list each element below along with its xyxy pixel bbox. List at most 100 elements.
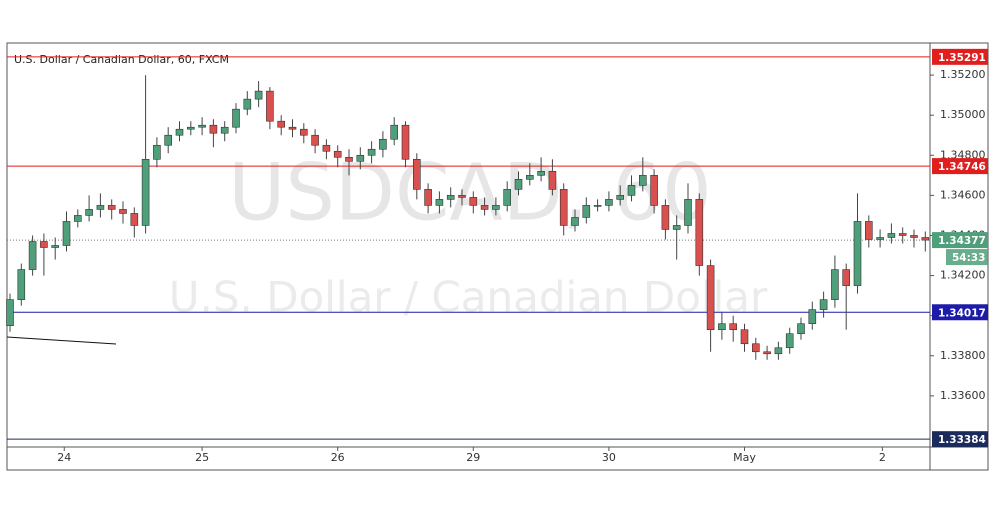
last-price-tag <box>932 232 988 249</box>
candle-body <box>706 265 715 331</box>
candle-body <box>390 124 399 140</box>
candle-body <box>435 199 444 206</box>
candle-body <box>220 126 229 134</box>
candle-body <box>6 299 14 327</box>
candle-body <box>729 323 738 331</box>
candle-body <box>40 241 48 248</box>
x-tick-label: 26 <box>331 451 345 464</box>
candle-body <box>51 245 60 248</box>
candle-body <box>492 205 500 210</box>
candle-body <box>288 126 297 130</box>
candle-body <box>141 158 150 226</box>
candle-body <box>198 124 206 128</box>
level-tag <box>932 48 988 65</box>
candle-body <box>774 347 783 355</box>
candle-body <box>898 233 907 236</box>
candle-body <box>695 199 704 266</box>
candle-body <box>876 237 884 240</box>
candle-body <box>469 197 478 206</box>
candle-body <box>525 175 534 180</box>
x-tick-label: 29 <box>466 451 480 464</box>
candle-body <box>153 144 161 160</box>
candle-body <box>254 90 263 100</box>
candle-body <box>864 221 873 240</box>
candle-body <box>514 179 523 190</box>
candle-body <box>232 108 240 128</box>
candle-body <box>763 351 771 355</box>
candle-body <box>480 205 489 210</box>
candle-body <box>740 329 749 345</box>
candle-body <box>842 269 851 286</box>
candle-body <box>17 269 26 300</box>
level-tag-label: 1.33384 <box>938 434 986 446</box>
candle-body <box>718 323 726 331</box>
candle-body <box>322 144 331 152</box>
candle-body <box>164 134 172 146</box>
candle-body <box>559 189 568 226</box>
candle-body <box>672 225 681 230</box>
candle-body <box>503 189 512 206</box>
candle-body <box>243 98 252 110</box>
countdown-tag <box>946 249 988 266</box>
candle-body <box>831 269 839 300</box>
candle-body <box>62 221 71 246</box>
candle-body <box>379 138 387 150</box>
level-tag-label: 1.34746 <box>938 161 986 173</box>
candle-body <box>209 124 218 134</box>
candle-body <box>85 209 93 216</box>
candle-body <box>593 205 602 207</box>
candle-body <box>751 343 760 353</box>
trend-line <box>6 336 117 345</box>
candle-body <box>277 120 286 128</box>
x-tick-label: May <box>733 451 756 464</box>
candle-body <box>107 205 116 210</box>
candle-body <box>311 134 319 146</box>
y-tick-label: 1.35200 <box>940 68 986 81</box>
candle-body <box>650 175 658 206</box>
candle-body <box>887 233 896 238</box>
candle-body <box>571 217 579 226</box>
x-tick-label: 25 <box>195 451 209 464</box>
chart-frame <box>6 42 989 471</box>
candle-body <box>684 199 692 226</box>
level-tag <box>932 158 988 175</box>
candle-body <box>537 171 545 176</box>
y-tick-label: 1.33800 <box>940 349 986 362</box>
candle-body <box>808 309 817 324</box>
candle-body <box>401 124 410 160</box>
candle-body <box>910 235 918 238</box>
watermark: USDCAD, 60 U.S. Dollar / Canadian Dollar <box>169 148 768 321</box>
candle-body <box>299 128 308 136</box>
watermark-name: U.S. Dollar / Canadian Dollar <box>169 273 768 322</box>
candle-body <box>74 215 82 222</box>
candle-body <box>548 171 557 190</box>
candle-body <box>28 241 37 270</box>
candle-body <box>356 154 365 162</box>
level-tag-label: 1.34017 <box>938 307 986 319</box>
y-tick-label: 1.34200 <box>940 269 986 282</box>
level-tag-label: 1.35291 <box>938 52 986 64</box>
candle-body <box>785 333 794 349</box>
candle-body <box>627 185 636 196</box>
x-tick-label: 24 <box>57 451 71 464</box>
y-tick-label: 1.35000 <box>940 108 986 121</box>
candle-body <box>582 205 591 218</box>
candle-body <box>797 323 805 335</box>
candle-body <box>130 213 139 226</box>
candle-body <box>921 237 930 241</box>
candle-body <box>853 221 862 286</box>
y-tick-label: 1.33600 <box>940 389 986 402</box>
level-tag <box>932 304 988 321</box>
watermark-symbol: USDCAD, 60 <box>228 148 711 238</box>
candle-body <box>638 175 647 186</box>
countdown-label: 54:33 <box>952 252 985 264</box>
level-tag <box>932 431 988 448</box>
candle-body <box>367 148 376 156</box>
candle-body <box>266 90 274 122</box>
candle-body <box>458 195 466 198</box>
candle-body <box>187 126 195 130</box>
candle-body <box>345 156 353 162</box>
candle-body <box>661 205 670 230</box>
last-price-label: 1.34377 <box>938 235 986 247</box>
